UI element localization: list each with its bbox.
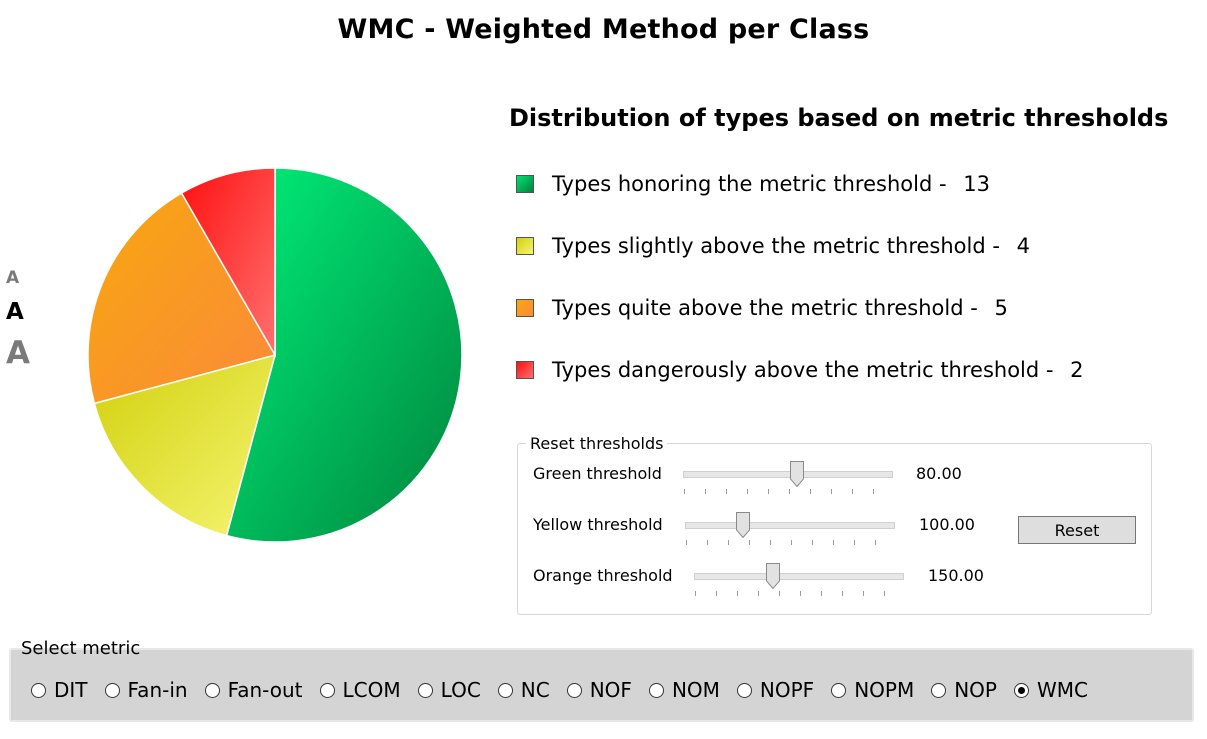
metric-option-loc[interactable]: LOC xyxy=(417,678,481,702)
metric-option-nopm[interactable]: NOPM xyxy=(831,678,914,702)
radio-button[interactable] xyxy=(497,682,513,698)
legend-label: Types slightly above the metric threshol… xyxy=(552,234,986,258)
metric-option-nom[interactable]: NOM xyxy=(648,678,720,702)
font-size-small-button[interactable]: A xyxy=(6,268,20,288)
legend-count: 13 xyxy=(963,172,990,196)
radio-label: NC xyxy=(520,678,550,702)
radio-button[interactable] xyxy=(831,682,847,698)
legend-item-orange: Types quite above the metric threshold -… xyxy=(516,294,1084,322)
radio-button[interactable] xyxy=(31,682,46,698)
font-size-medium-button[interactable]: A xyxy=(6,299,24,325)
legend-item-green: Types honoring the metric threshold - 13 xyxy=(516,170,1084,198)
legend-title: Distribution of types based on metric th… xyxy=(509,104,1169,132)
radio-label: Fan-in xyxy=(127,678,188,702)
orange-threshold-slider-track[interactable] xyxy=(694,573,904,580)
radio-label: NOP xyxy=(954,678,997,702)
green-threshold-label: Green threshold xyxy=(533,464,662,483)
orange-threshold-slider-thumb[interactable] xyxy=(766,563,781,589)
green-threshold-ticks xyxy=(684,489,894,494)
radio-label: NOPF xyxy=(759,678,815,702)
radio-label: LOC xyxy=(440,678,481,702)
reset-thresholds-legend: Reset thresholds xyxy=(526,434,668,453)
font-size-selector: A A A xyxy=(6,270,36,369)
legend-separator: - xyxy=(985,234,1007,258)
radio-label: LCOM xyxy=(342,678,401,702)
metric-option-fan-out[interactable]: Fan-out xyxy=(204,678,303,702)
radio-label: WMC xyxy=(1036,678,1088,702)
metric-option-dit[interactable]: DIT xyxy=(31,678,88,702)
legend-count: 5 xyxy=(994,296,1008,320)
legend-swatch-orange xyxy=(516,299,534,317)
radio-button[interactable] xyxy=(736,682,752,698)
green-threshold-slider-thumb[interactable] xyxy=(790,461,805,487)
orange-threshold-row: Orange threshold 150.00 xyxy=(533,546,1003,596)
radio-button[interactable] xyxy=(417,682,433,698)
radio-button[interactable] xyxy=(648,682,664,698)
radio-button[interactable] xyxy=(104,682,120,698)
legend-swatch-yellow xyxy=(516,237,534,255)
pie-chart xyxy=(87,167,463,543)
page-title: WMC - Weighted Method per Class xyxy=(337,14,870,45)
radio-label: NOM xyxy=(671,678,720,702)
orange-threshold-ticks xyxy=(695,591,905,596)
pie-slice-red xyxy=(180,167,276,358)
yellow-threshold-value: 100.00 xyxy=(919,515,975,534)
green-threshold-slider-track[interactable] xyxy=(683,471,893,478)
legend-swatch-red xyxy=(516,361,534,379)
metric-option-lcom[interactable]: LCOM xyxy=(319,678,401,702)
orange-threshold-value: 150.00 xyxy=(928,566,984,585)
reset-button[interactable]: Reset xyxy=(1018,516,1136,544)
metric-option-nof[interactable]: NOF xyxy=(566,678,632,702)
reset-thresholds-group: Reset thresholds Green threshold 80.00 Y… xyxy=(517,434,1152,615)
green-threshold-value: 80.00 xyxy=(916,464,962,483)
radio-button[interactable] xyxy=(566,682,582,698)
legend-separator: - xyxy=(1039,358,1061,382)
legend-count: 4 xyxy=(1016,234,1030,258)
yellow-threshold-slider-track[interactable] xyxy=(685,522,895,529)
pie-slice-green xyxy=(225,167,463,543)
legend-label: Types dangerously above the metric thres… xyxy=(552,358,1040,382)
metric-option-nc[interactable]: NC xyxy=(497,678,550,702)
metric-option-wmc[interactable]: WMC xyxy=(1013,678,1088,702)
legend-swatch-green xyxy=(516,175,534,193)
yellow-threshold-slider-thumb[interactable] xyxy=(736,512,751,538)
radio-label: Fan-out xyxy=(227,678,303,702)
yellow-threshold-row: Yellow threshold 100.00 xyxy=(533,495,1003,545)
radio-button[interactable] xyxy=(204,682,220,698)
legend-item-yellow: Types slightly above the metric threshol… xyxy=(516,232,1084,260)
radio-label: NOF xyxy=(589,678,632,702)
font-size-large-button[interactable]: A xyxy=(6,335,30,371)
legend-count: 2 xyxy=(1070,358,1084,382)
green-threshold-row: Green threshold 80.00 xyxy=(533,444,1003,494)
pie-slice-orange xyxy=(87,192,277,405)
yellow-threshold-ticks xyxy=(686,540,896,545)
metric-option-fan-in[interactable]: Fan-in xyxy=(104,678,188,702)
chart-legend: Types honoring the metric threshold - 13… xyxy=(516,170,1084,418)
radio-button[interactable] xyxy=(319,682,335,698)
select-metric-group: Select metric DIT Fan-in Fan-out LCOM LOC NC N… xyxy=(9,638,1194,722)
radio-label: NOPM xyxy=(854,678,915,702)
metric-option-nopf[interactable]: NOPF xyxy=(736,678,815,702)
legend-label: Types quite above the metric threshold xyxy=(552,296,964,320)
metric-option-nop[interactable]: NOP xyxy=(931,678,997,702)
radio-button[interactable] xyxy=(1013,682,1029,698)
metric-radio-list: DIT Fan-in Fan-out LCOM LOC NC NOF NOM NOPF NOPM N… xyxy=(31,678,1105,702)
radio-button[interactable] xyxy=(931,682,947,698)
legend-separator: - xyxy=(963,296,985,320)
select-metric-legend: Select metric xyxy=(19,638,143,659)
yellow-threshold-label: Yellow threshold xyxy=(533,515,663,534)
legend-label: Types honoring the metric threshold xyxy=(552,172,933,196)
legend-separator: - xyxy=(932,172,954,196)
radio-label: DIT xyxy=(54,678,88,702)
pie-slice-yellow xyxy=(93,353,277,537)
legend-item-red: Types dangerously above the metric thres… xyxy=(516,356,1084,384)
orange-threshold-label: Orange threshold xyxy=(533,566,673,585)
